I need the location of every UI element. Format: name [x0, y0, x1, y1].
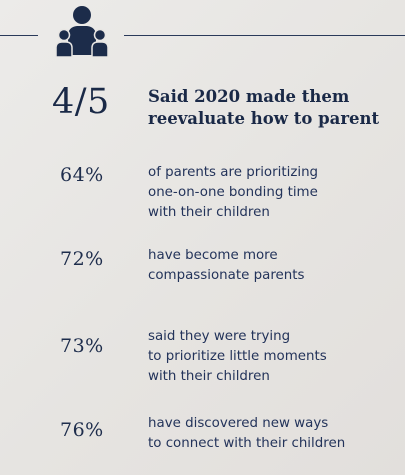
stat-text: have become more compassionate parents — [148, 246, 398, 286]
stat-text-line: have become more — [148, 248, 278, 263]
stat-text-line: said they were trying — [148, 329, 291, 344]
stat-text-line: compassionate parents — [148, 268, 305, 283]
divider-right — [124, 35, 405, 36]
stat-text-line: of parents are prioritizing — [148, 165, 319, 180]
stat-text: have discovered new ways to connect with… — [148, 414, 398, 454]
stat-text-line: with their children — [148, 205, 270, 220]
stat-number: 72% — [60, 248, 104, 270]
hero-stat-text-line: Said 2020 made them — [148, 87, 350, 106]
hero-stat-text-line: reevaluate how to parent — [148, 109, 380, 128]
stat-text-line: one-on-one bonding time — [148, 185, 318, 200]
stat-text-line: to prioritize little moments — [148, 349, 327, 364]
stat-text-line: with their children — [148, 369, 270, 384]
hero-stat-text: Said 2020 made them reevaluate how to pa… — [148, 86, 403, 130]
hero-stat-number: 4/5 — [52, 82, 110, 122]
family-icon — [55, 6, 109, 57]
stat-text-line: to connect with their children — [148, 436, 346, 451]
stat-text: said they were trying to prioritize litt… — [148, 327, 398, 387]
stat-text-line: have discovered new ways — [148, 416, 329, 431]
stat-number: 73% — [60, 335, 104, 357]
stat-number: 64% — [60, 164, 104, 186]
header — [0, 0, 405, 62]
divider-left — [0, 35, 38, 36]
stat-number: 76% — [60, 419, 104, 441]
stat-text: of parents are prioritizing one-on-one b… — [148, 163, 398, 223]
